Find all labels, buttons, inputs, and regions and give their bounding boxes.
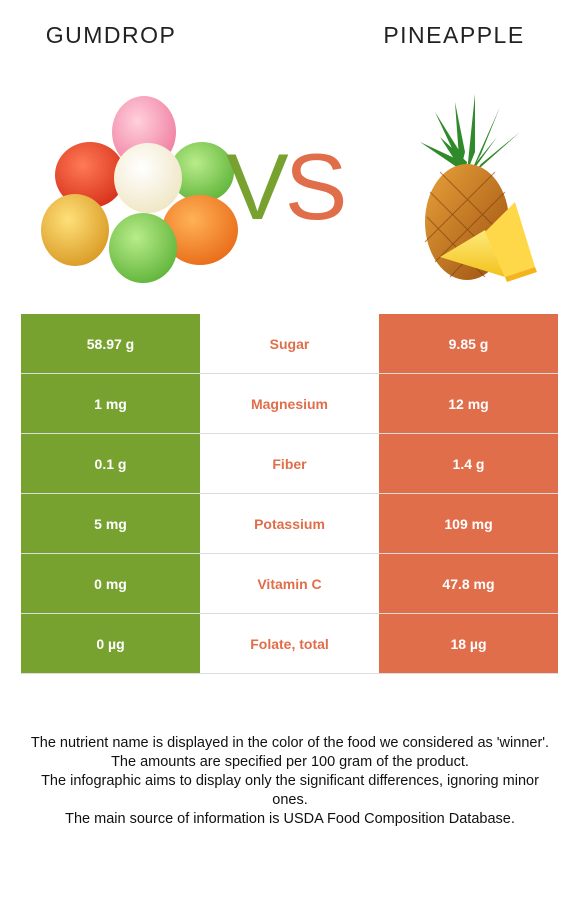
right-value: 18 µg: [379, 613, 558, 674]
footnote: The nutrient name is displayed in the co…: [24, 734, 556, 829]
vs-letter-s: S: [284, 134, 348, 239]
footnote-line: The nutrient name is displayed in the co…: [30, 735, 550, 751]
vs-label: VS: [226, 134, 348, 239]
left-value: 0 mg: [21, 553, 200, 614]
food-title-left: GUMDROP: [45, 22, 177, 48]
left-value: 5 mg: [21, 493, 200, 554]
table-row: 0 µg Folate, total 18 µg: [21, 613, 558, 674]
pineapple-illustration: [420, 94, 537, 282]
left-value: 0 µg: [21, 613, 200, 674]
right-value: 109 mg: [379, 493, 558, 554]
nutrient-name: Vitamin C: [200, 553, 379, 614]
footnote-line: The infographic aims to display only the…: [41, 773, 539, 808]
table-row: 5 mg Potassium 109 mg: [21, 493, 558, 554]
right-value: 47.8 mg: [379, 553, 558, 614]
comparison-table: 58.97 g Sugar 9.85 g 1 mg Magnesium 12 m…: [21, 314, 558, 674]
right-value: 1.4 g: [379, 433, 558, 494]
left-value: 0.1 g: [21, 433, 200, 494]
table-row: 0.1 g Fiber 1.4 g: [21, 433, 558, 494]
right-value: 9.85 g: [379, 314, 558, 374]
gumdrop-illustration: [41, 96, 238, 283]
left-value: 58.97 g: [21, 314, 200, 374]
table-row: 0 mg Vitamin C 47.8 mg: [21, 553, 558, 614]
nutrient-name: Folate, total: [200, 613, 379, 674]
nutrient-name: Magnesium: [200, 373, 379, 434]
left-value: 1 mg: [21, 373, 200, 434]
food-title-right: PINEAPPLE: [383, 22, 525, 48]
nutrient-name: Sugar: [200, 314, 379, 374]
table-row: 1 mg Magnesium 12 mg: [21, 373, 558, 434]
footnote-line: The main source of information is USDA F…: [65, 811, 515, 827]
vs-letter-v: V: [226, 134, 289, 239]
footnote-line: The amounts are specified per 100 gram o…: [111, 754, 469, 770]
nutrient-name: Fiber: [200, 433, 379, 494]
table-row: 58.97 g Sugar 9.85 g: [21, 314, 558, 374]
right-value: 12 mg: [379, 373, 558, 434]
nutrient-name: Potassium: [200, 493, 379, 554]
